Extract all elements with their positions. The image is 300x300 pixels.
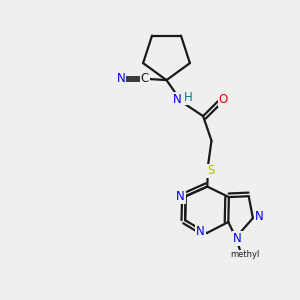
Text: O: O	[219, 93, 228, 106]
Text: N: N	[233, 232, 242, 245]
Text: N: N	[255, 210, 264, 224]
Text: H: H	[183, 91, 192, 104]
Text: S: S	[207, 164, 214, 178]
Text: N: N	[172, 93, 182, 106]
Text: N: N	[116, 72, 125, 85]
Text: methyl: methyl	[230, 250, 260, 259]
Text: C: C	[140, 72, 149, 85]
Text: N: N	[176, 190, 185, 203]
Text: N: N	[196, 225, 205, 239]
